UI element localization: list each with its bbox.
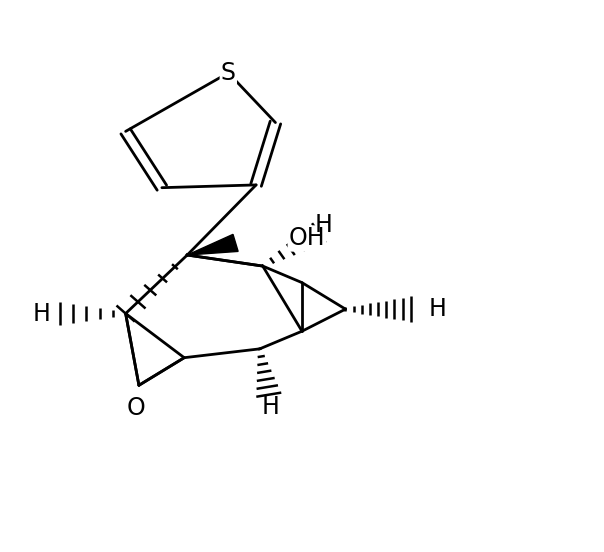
- Text: H: H: [32, 301, 50, 326]
- Text: S: S: [221, 61, 236, 85]
- Text: OH: OH: [289, 226, 326, 251]
- Text: O: O: [126, 396, 146, 420]
- Polygon shape: [187, 235, 238, 255]
- Text: H: H: [314, 213, 332, 237]
- Text: H: H: [262, 395, 280, 420]
- Text: H: H: [429, 297, 447, 321]
